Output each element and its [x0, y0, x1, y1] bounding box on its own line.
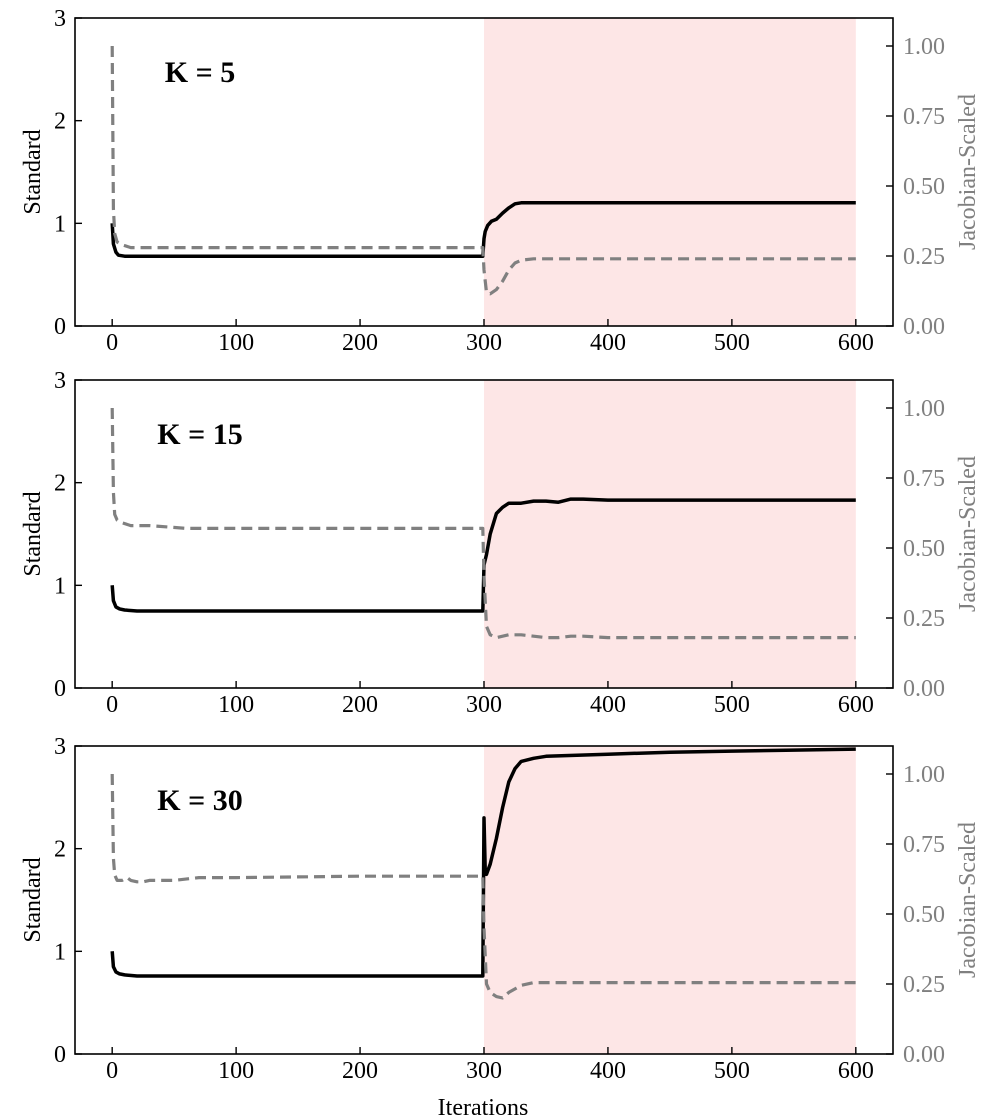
x-tick-label: 300: [466, 1058, 502, 1084]
shaded-region: [484, 18, 856, 326]
x-tick-label: 600: [838, 1058, 874, 1084]
chart-panel-2: 0 100 200 300 400 500 600 0 1 2 3 0.00 0.25 0.50 0.75 1…: [20, 368, 981, 718]
y-tick-label-right: 0.50: [903, 902, 945, 928]
y-tick-label-right: 0.00: [903, 676, 945, 702]
chart-panel-3: 0 100 200 300 400 500 600 0 1 2 3 0.00 0.25 0.50 0.75 1…: [20, 734, 981, 1084]
y-tick-label-left: 0: [54, 1042, 66, 1068]
y-tick-label-right: 0.75: [903, 466, 945, 492]
y-axis-title-right: Jacobian-Scaled: [955, 822, 981, 978]
y-axis-title-left: Standard: [20, 857, 46, 942]
y-axis-title-left: Standard: [20, 491, 46, 576]
y-tick-label-left: 1: [54, 939, 66, 965]
x-tick-label: 400: [590, 692, 626, 718]
y-tick-label-right: 0.00: [903, 1042, 945, 1068]
x-tick-label: 600: [838, 692, 874, 718]
y-axis-title-right: Jacobian-Scaled: [955, 94, 981, 250]
y-axis-title-right: Jacobian-Scaled: [955, 456, 981, 612]
y-axis-title-left: Standard: [20, 129, 46, 214]
y-tick-label-left: 2: [54, 109, 66, 135]
x-tick-label: 500: [714, 1058, 750, 1084]
x-tick-label: 200: [342, 692, 378, 718]
x-tick-label: 400: [590, 1058, 626, 1084]
y-tick-label-right: 0.25: [903, 972, 945, 998]
y-tick-label-right: 0.00: [903, 314, 945, 340]
standard-series-line: [110, 201, 856, 258]
jacobian-series-line: [110, 45, 856, 296]
x-tick-label: 100: [218, 692, 254, 718]
y-tick-label-right: 0.25: [903, 244, 945, 270]
shaded-region: [484, 380, 856, 688]
panel-label: K = 30: [157, 784, 242, 817]
x-tick-label: 600: [838, 330, 874, 356]
y-tick-label-left: 2: [54, 471, 66, 497]
jacobian-series-line: [110, 407, 856, 640]
y-tick-label-left: 0: [54, 676, 66, 702]
y-tick-label-left: 0: [54, 314, 66, 340]
y-tick-label-right: 0.50: [903, 536, 945, 562]
x-tick-label: 100: [218, 330, 254, 356]
x-tick-label: 400: [590, 330, 626, 356]
chart-panel-1: 0 100 200 300 400 500 600 0 1 2 3 0.00 0.25 0.50 0.75 1…: [20, 6, 981, 356]
y-tick-label-left: 1: [54, 211, 66, 237]
y-tick-label-left: 2: [54, 837, 66, 863]
panel-label: K = 15: [157, 418, 242, 451]
x-tick-label: 500: [714, 330, 750, 356]
x-tick-label: 200: [342, 330, 378, 356]
jacobian-series-line: [110, 773, 856, 1000]
standard-series-line: [110, 747, 856, 978]
shaded-region: [484, 746, 856, 1054]
y-tick-label-right: 1.00: [903, 34, 945, 60]
x-tick-label: 0: [106, 330, 118, 356]
y-tick-label-left: 3: [54, 368, 66, 394]
y-tick-label-right: 0.25: [903, 606, 945, 632]
x-tick-label: 100: [218, 1058, 254, 1084]
x-axis-title: Iterations: [438, 1095, 529, 1119]
y-tick-label-right: 1.00: [903, 396, 945, 422]
standard-series-line: [110, 497, 856, 613]
y-tick-label-right: 0.50: [903, 174, 945, 200]
y-tick-label-left: 1: [54, 573, 66, 599]
y-tick-label-left: 3: [54, 6, 66, 32]
x-tick-label: 500: [714, 692, 750, 718]
y-tick-label-right: 0.75: [903, 832, 945, 858]
x-tick-label: 300: [466, 330, 502, 356]
y-tick-label-left: 3: [54, 734, 66, 760]
x-tick-label: 0: [106, 692, 118, 718]
y-tick-label-right: 0.75: [903, 104, 945, 130]
y-tick-label-right: 1.00: [903, 762, 945, 788]
panel-label: K = 5: [165, 56, 235, 89]
x-tick-label: 300: [466, 692, 502, 718]
x-tick-label: 200: [342, 1058, 378, 1084]
x-tick-label: 0: [106, 1058, 118, 1084]
